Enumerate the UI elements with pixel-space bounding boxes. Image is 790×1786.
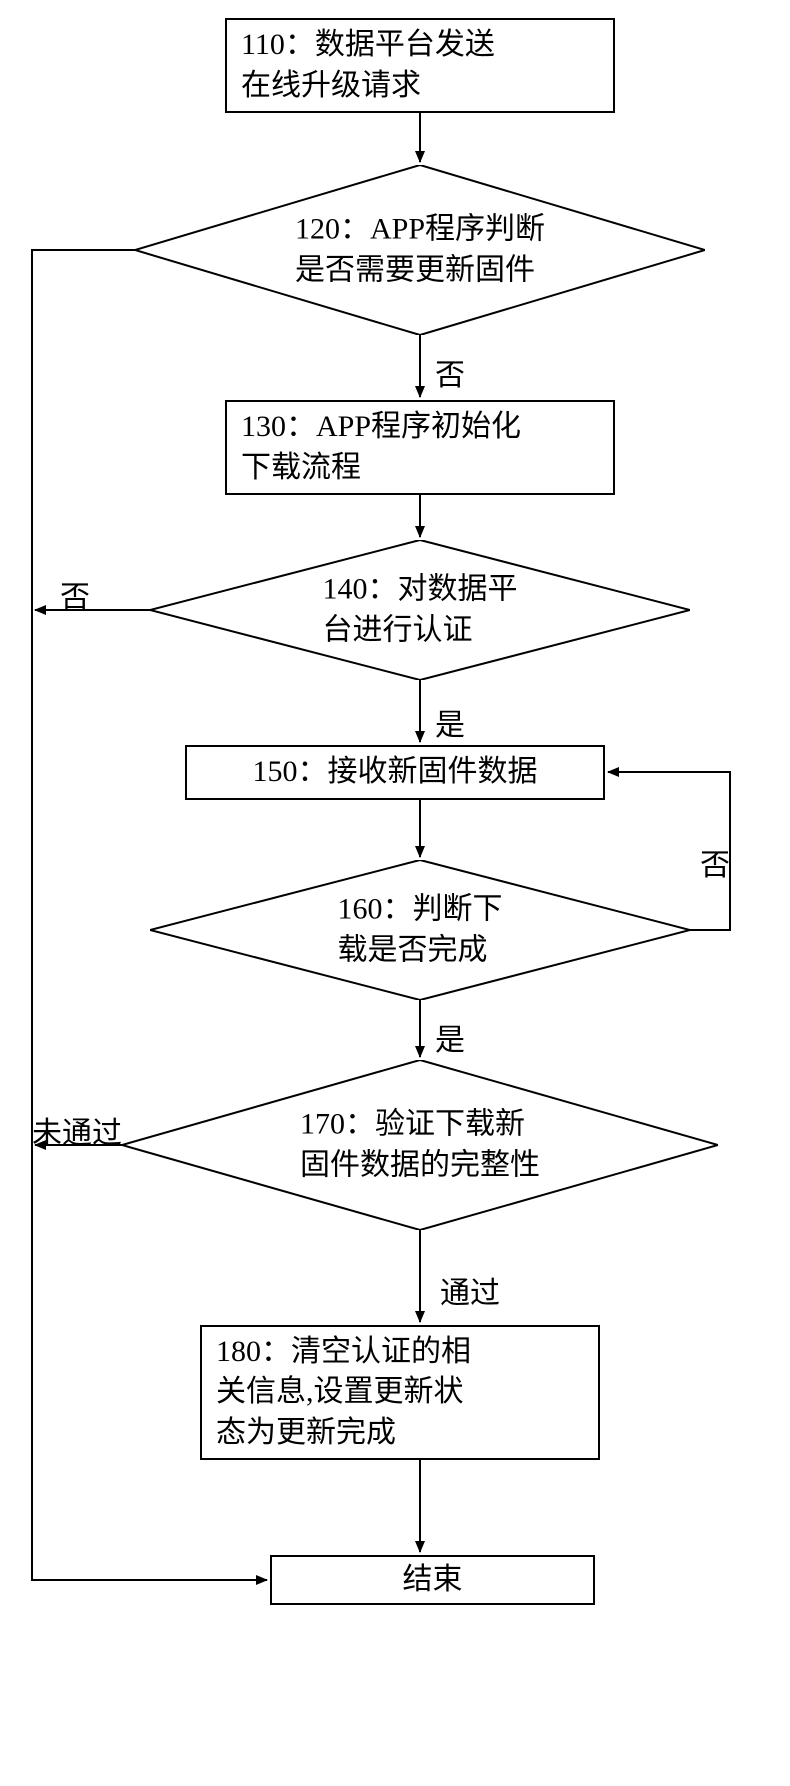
node-140-text: 140：对数据平台进行认证: [323, 570, 518, 651]
label-160-no: 否: [700, 840, 730, 884]
label-140-no: 否: [60, 572, 90, 616]
node-180: 180：清空认证的相关信息,设置更新状态为更新完成: [200, 1325, 600, 1460]
node-end: 结束: [270, 1555, 595, 1605]
node-170: 170：验证下载新固件数据的完整性: [122, 1060, 718, 1230]
node-140: 140：对数据平台进行认证: [150, 540, 690, 680]
node-150: 150：接收新固件数据: [185, 745, 605, 800]
node-120-text: 120：APP程序判断是否需要更新固件: [295, 210, 545, 291]
node-180-text: 180：清空认证的相关信息,设置更新状态为更新完成: [216, 1332, 471, 1454]
node-150-text: 150：接收新固件数据: [253, 752, 538, 793]
label-160-yes: 是: [435, 1015, 465, 1059]
label-140-yes: 是: [435, 700, 465, 744]
node-170-text: 170：验证下载新固件数据的完整性: [300, 1105, 540, 1186]
node-110: 110：数据平台发送在线升级请求: [225, 18, 615, 113]
node-160-text: 160：判断下载是否完成: [338, 890, 503, 971]
label-120-no: 否: [435, 350, 465, 394]
node-120: 120：APP程序判断是否需要更新固件: [135, 165, 705, 335]
node-end-text: 结束: [403, 1560, 463, 1601]
node-130-text: 130：APP程序初始化下载流程: [241, 407, 521, 488]
node-160: 160：判断下载是否完成: [150, 860, 690, 1000]
node-130: 130：APP程序初始化下载流程: [225, 400, 615, 495]
node-110-text: 110：数据平台发送在线升级请求: [241, 25, 495, 106]
label-170-pass: 通过: [440, 1268, 500, 1312]
label-170-fail: 未通过: [32, 1108, 122, 1152]
